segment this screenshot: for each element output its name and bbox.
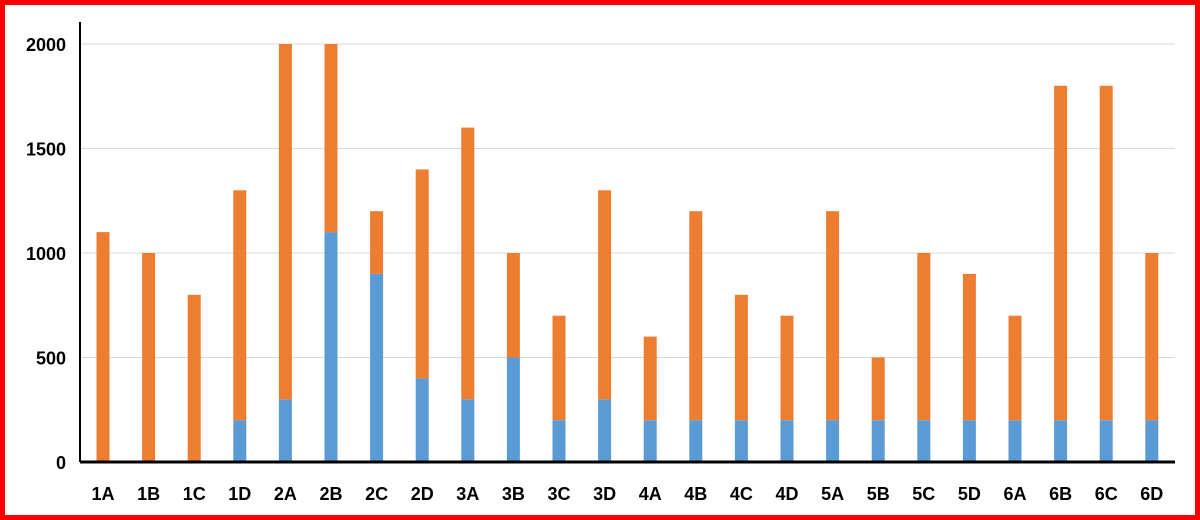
y-tick-label: 1500	[26, 140, 66, 160]
bar-series2-3C	[552, 315, 566, 421]
x-tick-label: 4D	[775, 484, 798, 504]
x-tick-label: 2B	[319, 484, 342, 504]
x-tick-label: 5B	[867, 484, 890, 504]
bar-series1-3B	[506, 357, 520, 462]
bar-series1-1D	[233, 420, 247, 462]
bar-series1-2A	[278, 399, 292, 462]
y-tick-label: 500	[36, 349, 66, 369]
bar-series1-3C	[552, 420, 566, 462]
bar-series2-6D	[1145, 253, 1159, 421]
x-tick-label: 2C	[365, 484, 388, 504]
bar-series2-1C	[187, 294, 201, 462]
x-tick-label: 1C	[183, 484, 206, 504]
bar-series2-2D	[415, 169, 429, 379]
bar-series2-1D	[233, 190, 247, 421]
bar-series1-6C	[1099, 420, 1113, 462]
y-tick-label: 2000	[26, 35, 66, 55]
bar-series2-4A	[643, 336, 657, 421]
x-tick-label: 5D	[958, 484, 981, 504]
x-tick-label: 5A	[821, 484, 844, 504]
bar-series2-1A	[96, 232, 110, 462]
bar-series2-3B	[506, 253, 520, 358]
x-tick-label: 3C	[547, 484, 570, 504]
bar-series1-5B	[871, 420, 885, 462]
x-tick-label: 4A	[639, 484, 662, 504]
bar-series2-2C	[370, 211, 384, 274]
bar-series1-4A	[643, 420, 657, 462]
y-tick-label: 0	[56, 453, 66, 473]
y-tick-labels: 0 500 1000 1500 2000	[26, 35, 66, 473]
bar-series2-6B	[1054, 85, 1068, 421]
x-tick-label: 1D	[228, 484, 251, 504]
bars	[96, 44, 1159, 462]
x-tick-labels: 1A 1B 1C 1D 2A 2B 2C 2D 3A 3B 3C 3D 4A 4B 4C 4D 5A 5B 5C 5D…	[91, 484, 1163, 504]
bar-series2-4B	[689, 211, 703, 421]
x-tick-label: 1A	[91, 484, 114, 504]
x-tick-label: 1B	[137, 484, 160, 504]
x-tick-label: 2A	[274, 484, 297, 504]
x-tick-label: 3B	[502, 484, 525, 504]
bar-series1-4B	[689, 420, 703, 462]
bar-series1-3A	[461, 399, 475, 462]
bar-series1-2C	[370, 273, 384, 462]
bar-series2-3A	[461, 127, 475, 400]
x-tick-label: 5C	[912, 484, 935, 504]
bar-series2-4C	[734, 294, 748, 421]
x-tick-label: 3D	[593, 484, 616, 504]
x-tick-label: 2D	[411, 484, 434, 504]
bar-series1-2D	[415, 378, 429, 462]
bar-series2-4D	[780, 315, 794, 421]
bar-series2-2B	[324, 44, 338, 233]
bar-series1-5C	[917, 420, 931, 462]
x-tick-label: 6D	[1140, 484, 1163, 504]
x-tick-label: 6A	[1003, 484, 1026, 504]
bar-series1-4D	[780, 420, 794, 462]
bar-series2-2A	[278, 44, 292, 400]
bar-series2-5C	[917, 253, 931, 421]
bar-series2-5B	[871, 357, 885, 421]
bar-series2-1B	[142, 253, 156, 462]
x-tick-label: 6B	[1049, 484, 1072, 504]
bar-series1-5A	[826, 420, 840, 462]
x-tick-label: 3A	[456, 484, 479, 504]
bar-series2-3D	[598, 190, 612, 400]
bar-series1-4C	[734, 420, 748, 462]
x-tick-label: 6C	[1095, 484, 1118, 504]
y-tick-label: 1000	[26, 244, 66, 264]
bar-series1-3D	[598, 399, 612, 462]
bar-series1-6D	[1145, 420, 1159, 462]
bar-series1-6A	[1008, 420, 1022, 462]
bar-series2-6A	[1008, 315, 1022, 421]
x-tick-label: 4B	[684, 484, 707, 504]
bar-series2-5D	[962, 273, 976, 421]
x-tick-label: 4C	[730, 484, 753, 504]
bar-series1-5D	[962, 420, 976, 462]
bar-series2-6C	[1099, 85, 1113, 421]
bar-series1-6B	[1054, 420, 1068, 462]
bar-series1-2B	[324, 232, 338, 462]
bar-series2-5A	[826, 211, 840, 421]
gridlines	[80, 43, 1175, 358]
